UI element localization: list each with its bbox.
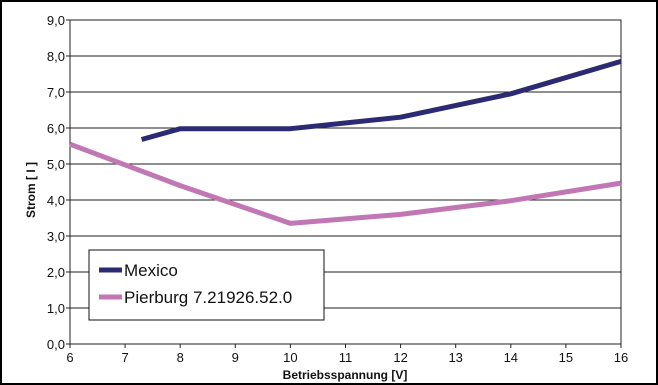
y-axis-title: Strom [ I ] [24,162,38,218]
x-tick-label: 6 [66,350,73,365]
y-axis-ticks: 0,0 1,0 2,0 3,0 4,0 5,0 6,0 7,0 8,0 9,0 [47,13,70,352]
y-tick-label: 7,0 [47,85,65,100]
x-tick-label: 11 [339,350,353,365]
x-tick-label: 10 [283,350,297,365]
x-tick-label: 7 [121,350,128,365]
series-line-mexico [140,59,622,142]
legend: Mexico Pierburg 7.21926.52.0 [88,249,325,321]
x-tick-label: 15 [559,350,573,365]
x-tick-label: 8 [177,350,184,365]
x-tick-label: 16 [614,350,628,365]
y-tick-label: 1,0 [47,301,65,316]
x-tick-label: 14 [504,350,518,365]
y-tick-label: 3,0 [47,229,65,244]
y-tick-label: 0,0 [47,337,65,352]
x-axis-ticks: 6 7 8 9 10 11 12 13 14 15 16 [66,344,628,365]
x-tick-label: 9 [232,350,239,365]
y-tick-label: 6,0 [47,121,65,136]
x-axis-title: Betriebsspannung [V] [283,368,408,382]
legend-label-mexico: Mexico [124,261,178,280]
legend-label-pierburg: Pierburg 7.21926.52.0 [124,288,292,307]
x-tick-label: 12 [393,350,407,365]
y-tick-label: 2,0 [47,265,65,280]
series-line-pierburg [69,141,622,226]
series-lines [69,59,622,226]
legend-box [88,249,325,321]
y-tick-label: 9,0 [47,13,65,28]
y-tick-label: 5,0 [47,157,65,172]
y-tick-label: 8,0 [47,49,65,64]
y-tick-label: 4,0 [47,193,65,208]
x-tick-label: 13 [448,350,462,365]
